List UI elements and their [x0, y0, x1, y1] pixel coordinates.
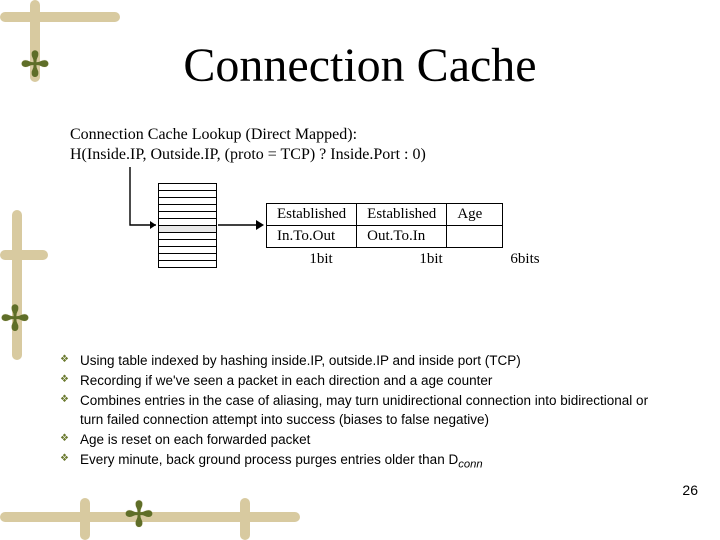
bullet-item: Age is reset on each forwarded packet [60, 431, 660, 449]
slide: ✢ ✢ ✢ Connection Cache Connection Cache … [0, 0, 720, 540]
slide-title: Connection Cache [0, 38, 720, 93]
record-col-header: Age [447, 204, 503, 226]
page-number: 26 [682, 482, 698, 498]
bullet-item: Recording if we've seen a packet in each… [60, 372, 660, 390]
record-col-width: 1bit [376, 251, 486, 268]
record-table-widths: 1bit1bit6bits [266, 251, 564, 268]
bullet-list: Using table indexed by hashing inside.IP… [60, 352, 660, 475]
record-col-sub: Out.To.In [357, 226, 447, 248]
record-col-width: 1bit [266, 251, 376, 268]
bullet-item: Every minute, back ground process purges… [60, 451, 660, 473]
record-table: EstablishedEstablishedAge In.To.OutOut.T… [266, 203, 503, 248]
record-col-width: 6bits [486, 251, 564, 268]
record-col-header: Established [357, 204, 447, 226]
bullet-item: Using table indexed by hashing inside.IP… [60, 352, 660, 370]
bullet-item: Combines entries in the case of aliasing… [60, 392, 660, 428]
record-col-sub [447, 226, 503, 248]
diagram: Connection Cache Lookup (Direct Mapped):… [70, 125, 650, 315]
record-col-header: Established [267, 204, 357, 226]
record-col-sub: In.To.Out [267, 226, 357, 248]
